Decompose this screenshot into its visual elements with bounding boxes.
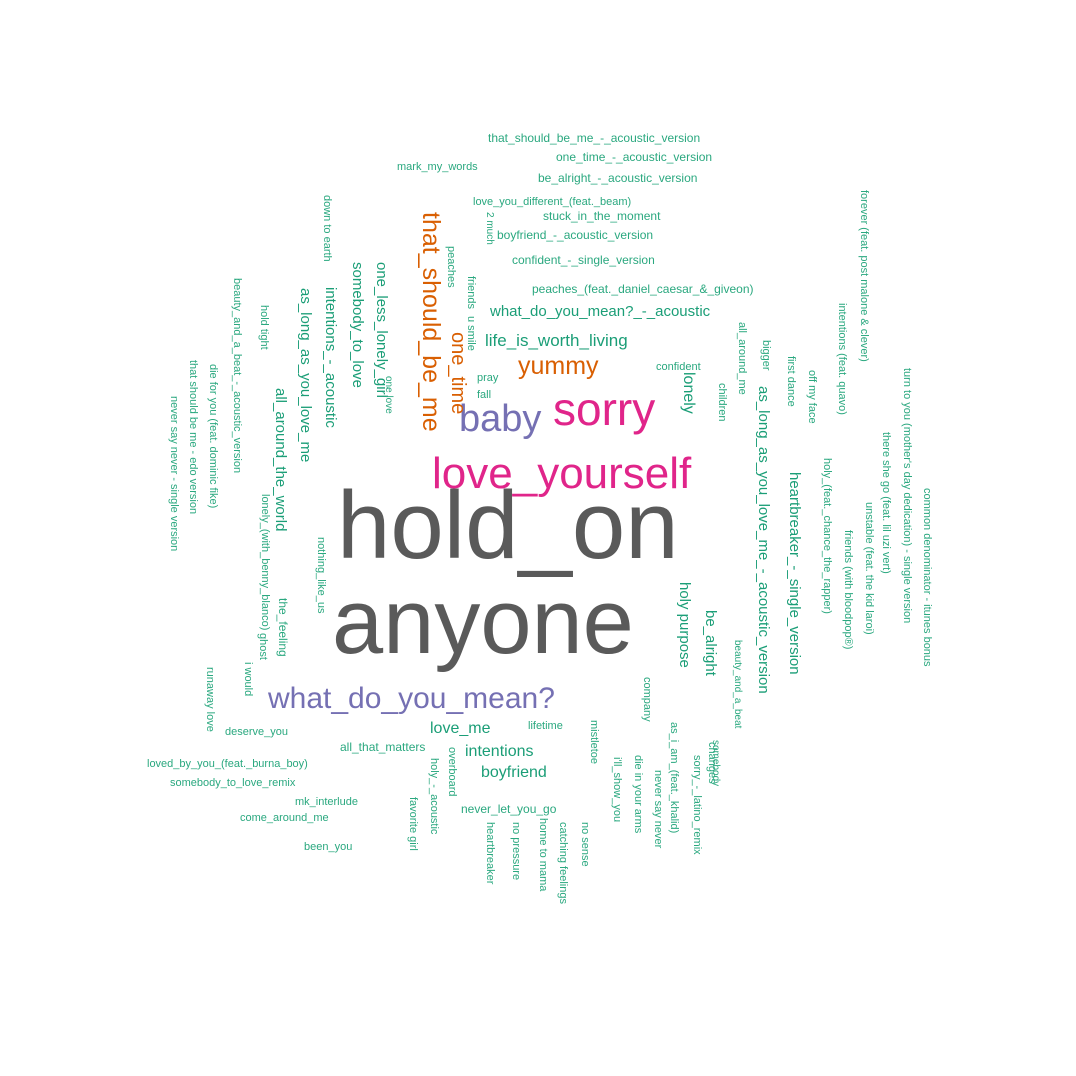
cloud-word: love_yourself	[432, 449, 692, 498]
cloud-word: friends (with bloodpop®)	[842, 530, 854, 650]
cloud-word: home to mama	[537, 818, 549, 892]
cloud-word: anyone	[332, 571, 634, 673]
cloud-word: no sense	[579, 822, 591, 867]
cloud-word: lifetime	[528, 720, 563, 732]
cloud-word: that should be me - edo version	[187, 360, 199, 515]
cloud-word: as_i_am_(feat._khalid)	[668, 722, 680, 834]
cloud-word: no pressure	[510, 822, 522, 881]
cloud-word: die in your arms	[632, 755, 644, 834]
cloud-word: hold tight	[258, 305, 270, 350]
cloud-word: love_you_different_(feat._beam)	[473, 196, 632, 208]
cloud-word: confident	[656, 361, 701, 373]
cloud-word: runaway love	[204, 667, 216, 732]
cloud-word: come_around_me	[240, 812, 329, 824]
cloud-word: somebody_to_love_remix	[170, 777, 296, 789]
cloud-word: beauty_and_a_beat_-_acoustic_version	[231, 278, 243, 474]
cloud-word: stuck_in_the_moment	[543, 209, 661, 223]
cloud-word: sorry	[553, 383, 656, 435]
cloud-word: turn to you (mother's day dedication) - …	[901, 368, 913, 624]
cloud-word: what_do_you_mean?	[268, 682, 555, 715]
cloud-word: catching feelings	[557, 822, 569, 904]
cloud-word: mistletoe	[588, 720, 600, 765]
cloud-word: holy purpose	[676, 582, 693, 668]
cloud-word: sorry_-_latino_remix	[691, 755, 703, 855]
cloud-word: the_feeling	[276, 598, 290, 657]
cloud-word: heartbreaker_-_single_version	[786, 472, 803, 675]
cloud-word: lonely	[680, 372, 697, 414]
cloud-word: mark_my_words	[397, 161, 478, 173]
cloud-word: one love	[383, 376, 394, 414]
cloud-word: all_that_matters	[340, 740, 426, 754]
cloud-word: that_should_be_me_-_acoustic_version	[488, 131, 701, 145]
cloud-word: holy_(feat._chance_the_rapper)	[821, 458, 833, 614]
cloud-word: off my face	[806, 370, 818, 424]
cloud-word: unstable (feat. the kid laroi)	[863, 502, 875, 635]
cloud-word: never say never - single version	[168, 396, 180, 552]
cloud-word: heartbreaker	[484, 822, 496, 885]
cloud-word: confident_-_single_version	[512, 253, 655, 267]
cloud-word: there she go (feat. lil uzi vert)	[880, 432, 892, 574]
cloud-word: deserve_you	[225, 726, 288, 738]
cloud-word: first dance	[785, 356, 797, 407]
cloud-word: favorite girl	[407, 797, 419, 851]
cloud-word: beauty_and_a_beat	[732, 640, 743, 729]
cloud-word: i would	[242, 662, 254, 697]
cloud-word: intentions	[465, 743, 534, 760]
cloud-word: be_alright	[702, 610, 719, 676]
cloud-word: peaches_(feat._daniel_caesar_&_giveon)	[532, 282, 754, 296]
cloud-word: been_you	[304, 841, 353, 853]
cloud-word: mk_interlude	[295, 796, 358, 808]
cloud-word: as_long_as_you_love_me_-_acoustic_versio…	[755, 386, 772, 694]
cloud-word: boyfriend	[481, 764, 547, 781]
cloud-word: 2 much	[484, 212, 495, 245]
cloud-word: never_let_you_go	[461, 802, 557, 816]
cloud-word: friends	[465, 276, 477, 310]
cloud-word: overboard	[446, 747, 458, 797]
cloud-word: that_should_be_me	[417, 212, 445, 432]
cloud-word: pray	[477, 372, 499, 384]
cloud-word: yummy	[518, 352, 599, 380]
cloud-word: hold_on	[337, 472, 679, 579]
cloud-word: one_time_-_acoustic_version	[556, 150, 713, 164]
cloud-word: forever (feat. post malone & clever)	[858, 190, 870, 362]
cloud-word: love_me	[430, 720, 491, 737]
cloud-word: what_do_you_mean?_-_acoustic	[490, 303, 711, 320]
cloud-word: die for you (feat. dominic fike)	[207, 364, 219, 509]
cloud-word: fall	[477, 389, 492, 401]
cloud-word: boyfriend_-_acoustic_version	[497, 228, 654, 242]
cloud-word: all_around_the_world	[272, 388, 289, 532]
cloud-word: bigger	[760, 340, 772, 371]
cloud-word: never say never	[652, 770, 664, 849]
cloud-word: i'll_show_you	[611, 757, 623, 823]
cloud-word: nothing_like_us	[315, 537, 327, 614]
cloud-word: intentions (feat. quavo)	[836, 303, 848, 415]
cloud-word: holy_-_acoustic	[428, 758, 440, 835]
cloud-word: down to earth	[321, 195, 333, 262]
cloud-word: loved_by_you_(feat._burna_boy)	[147, 758, 308, 770]
cloud-word: somebody_to_love	[349, 262, 366, 388]
cloud-word: as_long_as_you_love_me	[297, 288, 314, 463]
cloud-word: intentions_-_acoustic	[322, 287, 339, 428]
cloud-word: children	[716, 383, 728, 422]
cloud-word: company	[641, 677, 653, 722]
cloud-word: peaches	[445, 246, 457, 288]
cloud-word: all_around_me	[736, 322, 748, 395]
cloud-word: u smile	[465, 316, 477, 351]
cloud-word: lonely_(with_benny_blanco)	[259, 494, 271, 631]
cloud-word: life_is_worth_living	[485, 331, 628, 350]
cloud-word: common denominator - itunes bonus	[921, 488, 933, 667]
cloud-word: changes	[706, 742, 718, 784]
cloud-word: baby	[459, 398, 542, 440]
cloud-word: ghost	[257, 633, 269, 660]
cloud-word: be_alright_-_acoustic_version	[538, 171, 698, 185]
